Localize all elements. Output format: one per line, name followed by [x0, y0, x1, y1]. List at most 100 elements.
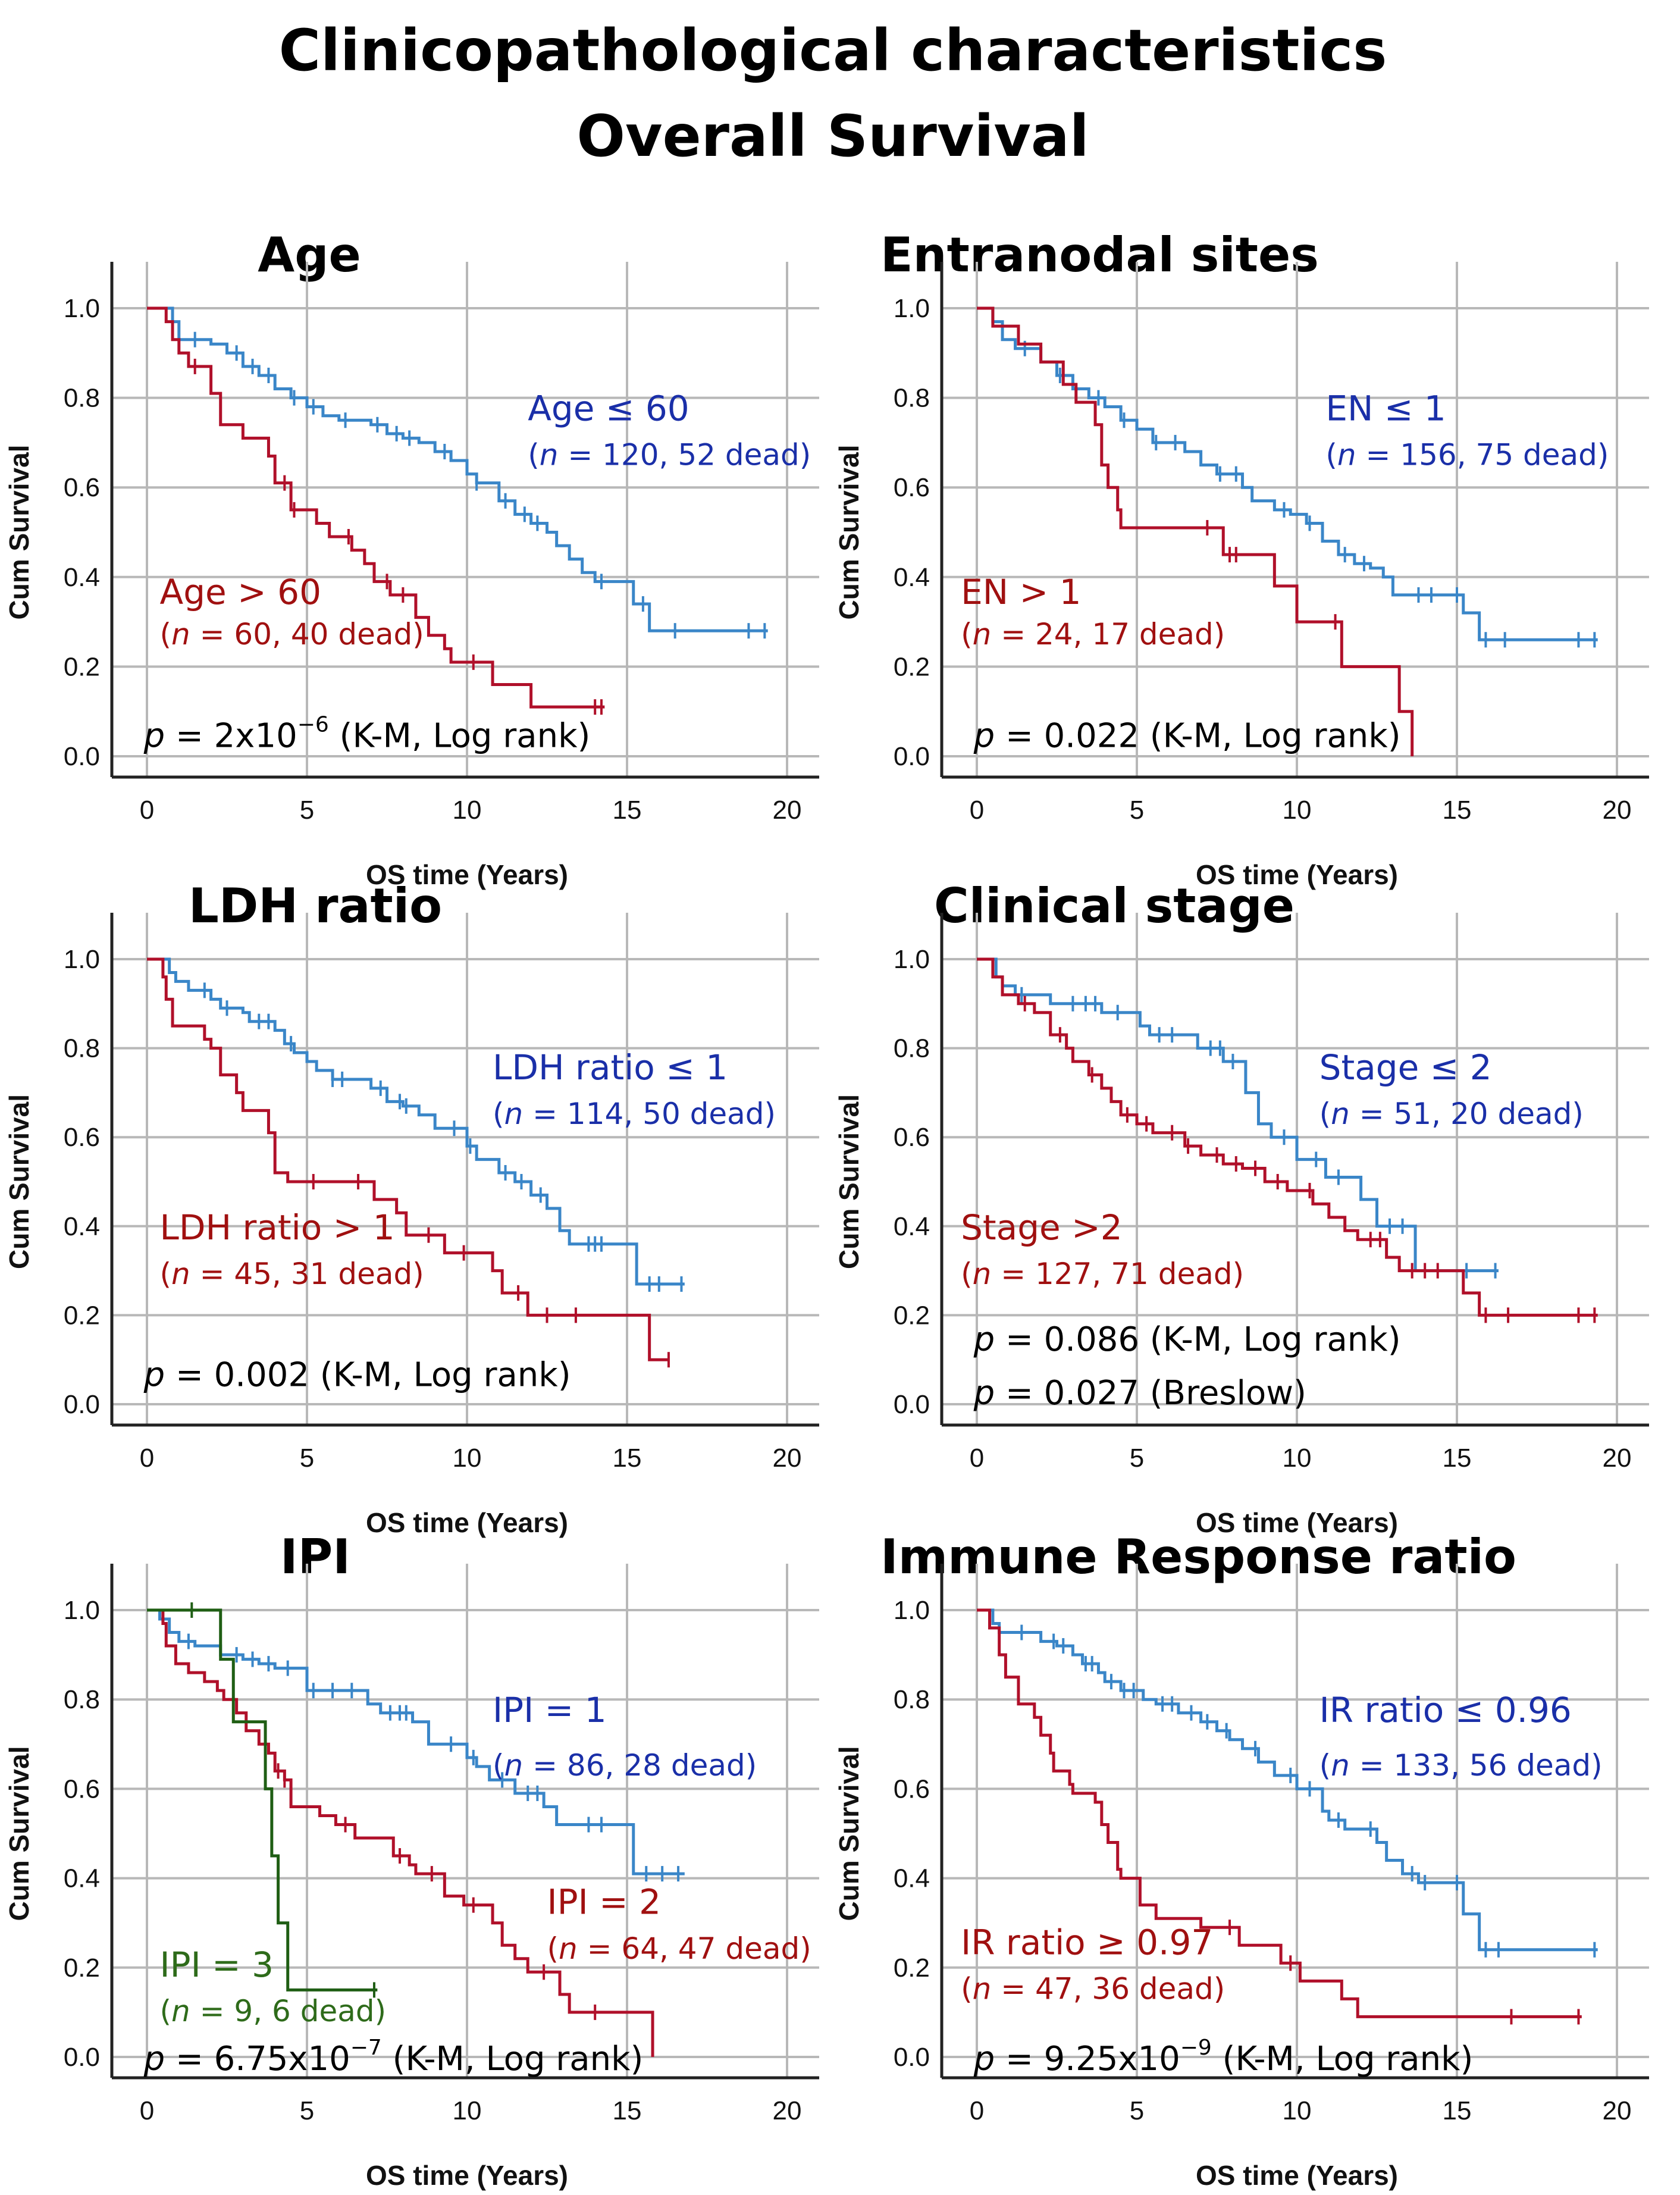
y-tick-label: 1.0: [64, 1596, 100, 1625]
series-count: (n = 45, 31 dead): [160, 1257, 424, 1291]
survival-curve-red: [147, 1608, 654, 2057]
y-tick-label: 1.0: [894, 1596, 930, 1625]
survival-curve-blue: [147, 957, 685, 1286]
x-tick-label: 5: [300, 1443, 314, 1473]
series-count: (n = 156, 75 dead): [1325, 438, 1609, 472]
main-title-line-1: Clinicopathological characteristics: [279, 17, 1387, 84]
p-value: p = 9.25x10−9 (K-M, Log rank): [973, 2036, 1474, 2078]
x-tick-label: 15: [613, 796, 642, 825]
series-label: LDH ratio > 1: [160, 1207, 395, 1248]
series-label: IR ratio ≤ 0.96: [1319, 1690, 1572, 1730]
y-tick-label: 0.0: [64, 742, 100, 771]
series-count: (n = 64, 47 dead): [547, 1931, 811, 1966]
survival-curve-red: [147, 306, 605, 709]
y-tick-label: 0.8: [894, 384, 930, 413]
y-tick-label: 0.4: [64, 563, 100, 592]
y-axis-label: Cum Survival: [4, 1746, 35, 1921]
y-axis-label: Cum Survival: [833, 445, 864, 620]
x-axis-label: OS time (Years): [366, 1507, 568, 1538]
series-label: Stage ≤ 2: [1319, 1047, 1492, 1088]
km-panel-2: Entranodal sites 0.0 0.2 0.4 0.6 0.8 1.0 0 5 10 15…: [833, 227, 1649, 890]
x-tick-label: 20: [773, 2096, 802, 2125]
x-tick-label: 20: [773, 796, 802, 825]
x-tick-label: 10: [453, 796, 482, 825]
p-value: p = 0.027 (Breslow): [973, 1374, 1306, 1413]
panel-title: Age: [258, 227, 361, 283]
y-tick-label: 0.8: [64, 1034, 100, 1063]
series-label: Age ≤ 60: [528, 388, 689, 428]
y-tick-label: 0.8: [894, 1685, 930, 1714]
y-tick-label: 0.8: [64, 1685, 100, 1714]
y-tick-label: 0.0: [894, 1390, 930, 1419]
km-panel-1: Age 0.0 0.2 0.4 0.6 0.8 1.0 0 5 10 15 20 OS time (Ye…: [4, 227, 819, 890]
series-count: (n = 86, 28 dead): [493, 1748, 757, 1783]
y-tick-label: 0.2: [64, 1301, 100, 1330]
panel-title: Entranodal sites: [880, 227, 1319, 283]
series-label: EN ≤ 1: [1325, 388, 1446, 428]
km-panel-3: LDH ratio 0.0 0.2 0.4 0.6 0.8 1.0 0 5 10 15 20 OS ti…: [4, 878, 819, 1538]
y-tick-label: 0.6: [64, 1774, 100, 1803]
x-tick-label: 10: [453, 2096, 482, 2125]
y-tick-label: 0.6: [64, 1123, 100, 1152]
x-axis-label: OS time (Years): [1196, 1507, 1398, 1538]
y-tick-label: 0.8: [64, 384, 100, 413]
y-tick-label: 0.0: [64, 2043, 100, 2072]
series-count: (n = 24, 17 dead): [961, 617, 1225, 652]
x-tick-label: 20: [1603, 2096, 1632, 2125]
main-title-line-2: Overall Survival: [576, 103, 1089, 170]
y-tick-label: 0.4: [894, 563, 930, 592]
x-tick-label: 20: [1603, 1443, 1632, 1473]
x-tick-label: 10: [1283, 1443, 1312, 1473]
x-axis-label: OS time (Years): [1196, 859, 1398, 890]
x-tick-label: 0: [970, 1443, 984, 1473]
y-tick-label: 0.2: [894, 1301, 930, 1330]
y-tick-label: 0.4: [894, 1212, 930, 1241]
survival-curve-red: [977, 1608, 1582, 2018]
survival-curve-blue: [977, 306, 1598, 641]
y-tick-label: 0.0: [894, 2043, 930, 2072]
x-tick-label: 5: [1130, 2096, 1144, 2125]
series-label: Age > 60: [160, 572, 321, 612]
y-tick-label: 0.6: [64, 473, 100, 502]
series-label: IPI = 3: [160, 1944, 274, 1985]
x-tick-label: 5: [300, 796, 314, 825]
series-label: EN > 1: [961, 572, 1081, 612]
x-axis-label: OS time (Years): [366, 859, 568, 890]
y-axis-label: Cum Survival: [833, 1094, 864, 1269]
x-tick-label: 0: [970, 796, 984, 825]
p-value: p = 0.002 (K-M, Log rank): [143, 1356, 571, 1395]
panels: Age 0.0 0.2 0.4 0.6 0.8 1.0 0 5 10 15 20 OS time (Ye…: [4, 227, 1649, 2191]
survival-curve-blue: [147, 1608, 685, 1875]
y-tick-label: 0.4: [894, 1864, 930, 1893]
panel-title: Immune Response ratio: [880, 1529, 1516, 1585]
series-label: IR ratio ≥ 0.97: [961, 1922, 1213, 1962]
series-count: (n = 120, 52 dead): [528, 438, 811, 472]
y-tick-label: 0.0: [64, 1390, 100, 1419]
x-tick-label: 15: [1443, 796, 1472, 825]
survival-curve-red: [147, 957, 669, 1361]
y-axis-label: Cum Survival: [833, 1746, 864, 1921]
y-axis-label: Cum Survival: [4, 445, 35, 620]
y-tick-label: 0.6: [894, 1123, 930, 1152]
x-tick-label: 0: [140, 1443, 154, 1473]
panel-title: IPI: [280, 1529, 350, 1585]
panel-title: LDH ratio: [189, 878, 442, 934]
series-count: (n = 114, 50 dead): [493, 1097, 776, 1131]
y-tick-label: 0.6: [894, 473, 930, 502]
survival-curve-blue: [977, 1608, 1598, 1952]
x-tick-label: 5: [1130, 796, 1144, 825]
x-tick-label: 0: [140, 2096, 154, 2125]
y-tick-label: 0.8: [894, 1034, 930, 1063]
series-label: LDH ratio ≤ 1: [493, 1047, 728, 1088]
x-tick-label: 15: [613, 2096, 642, 2125]
p-value: p = 6.75x10−7 (K-M, Log rank): [143, 2036, 644, 2078]
y-tick-label: 0.2: [64, 652, 100, 681]
km-panel-4: Clinical stage 0.0 0.2 0.4 0.6 0.8 1.0 0 5 10 15 20…: [833, 878, 1649, 1538]
series-count: (n = 51, 20 dead): [1319, 1097, 1584, 1131]
x-tick-label: 10: [1283, 2096, 1312, 2125]
survival-curve-blue: [147, 306, 768, 632]
y-tick-label: 1.0: [894, 945, 930, 974]
x-axis-label: OS time (Years): [1196, 2160, 1398, 2191]
x-tick-label: 15: [613, 1443, 642, 1473]
